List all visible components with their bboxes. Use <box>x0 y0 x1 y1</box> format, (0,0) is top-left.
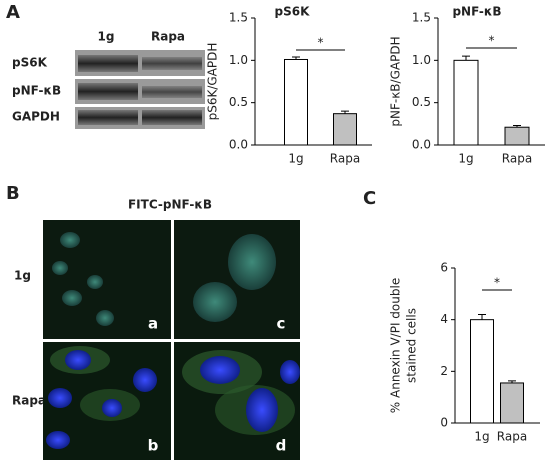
y-tick-label: 0.0 <box>229 138 248 152</box>
blot-row: GAPDH <box>12 110 60 124</box>
bar <box>504 126 530 146</box>
x-tick-label: 1g <box>288 152 303 166</box>
y-tick-label: 4 <box>440 312 448 326</box>
micrograph-title: FITC-pNF-κB <box>128 198 212 212</box>
x-tick-label: Rapa <box>502 152 532 166</box>
panel-label: C <box>363 188 376 209</box>
y-tick-label: 2 <box>440 364 448 378</box>
tile-label: a <box>148 315 158 333</box>
tile-label: d <box>276 437 287 455</box>
blot-row: pNF-κB <box>12 84 61 98</box>
x-tick-label: 1g <box>458 152 473 166</box>
micrograph-row: Rapa <box>12 394 46 408</box>
bar <box>284 58 308 146</box>
y-tick-label: 6 <box>440 261 448 275</box>
error-bar <box>341 110 349 114</box>
y-axis-label: stained cells <box>405 308 419 383</box>
y-tick-label: 0.5 <box>229 95 248 109</box>
x-tick-label: Rapa <box>330 152 360 166</box>
error-bar <box>462 55 470 61</box>
chart-title: pNF-κB <box>452 5 501 19</box>
micrographs <box>43 220 300 460</box>
y-tick-label: 1.0 <box>229 53 248 67</box>
y-tick-label: 0.5 <box>412 95 431 109</box>
error-bar <box>508 380 516 383</box>
annotation: * <box>489 34 495 48</box>
y-tick-label: 0.0 <box>412 138 431 152</box>
blot-column: 1g <box>98 30 115 44</box>
bar <box>500 382 524 424</box>
tile-label: c <box>277 315 286 333</box>
bar <box>333 113 357 146</box>
y-tick-label: 0 <box>440 416 448 430</box>
y-tick-label: 1.5 <box>229 11 248 25</box>
blot-column: Rapa <box>151 30 185 44</box>
x-tick-label: 1g <box>474 430 489 444</box>
western-blot <box>75 50 205 129</box>
annotation: * <box>318 36 324 50</box>
x-tick-label: Rapa <box>497 430 527 444</box>
y-axis-label: pNF-κB/GAPDH <box>389 36 403 126</box>
panel-label: A <box>6 2 20 23</box>
micrograph-row: 1g <box>14 269 31 283</box>
tile-label: b <box>148 437 159 455</box>
annotation: * <box>494 276 500 290</box>
panel-label: B <box>6 183 20 204</box>
error-bar <box>513 125 521 128</box>
error-bar <box>292 56 300 60</box>
chart-title: pS6K <box>275 5 311 19</box>
y-tick-label: 1.0 <box>412 53 431 67</box>
bar <box>453 59 479 146</box>
y-axis-label: % Annexin V/PI double <box>389 278 403 413</box>
y-axis-label: pS6K/GAPDH <box>206 43 220 121</box>
bar <box>470 319 494 424</box>
error-bar <box>478 314 486 320</box>
blot-row: pS6K <box>12 56 48 70</box>
y-tick-label: 1.5 <box>412 11 431 25</box>
